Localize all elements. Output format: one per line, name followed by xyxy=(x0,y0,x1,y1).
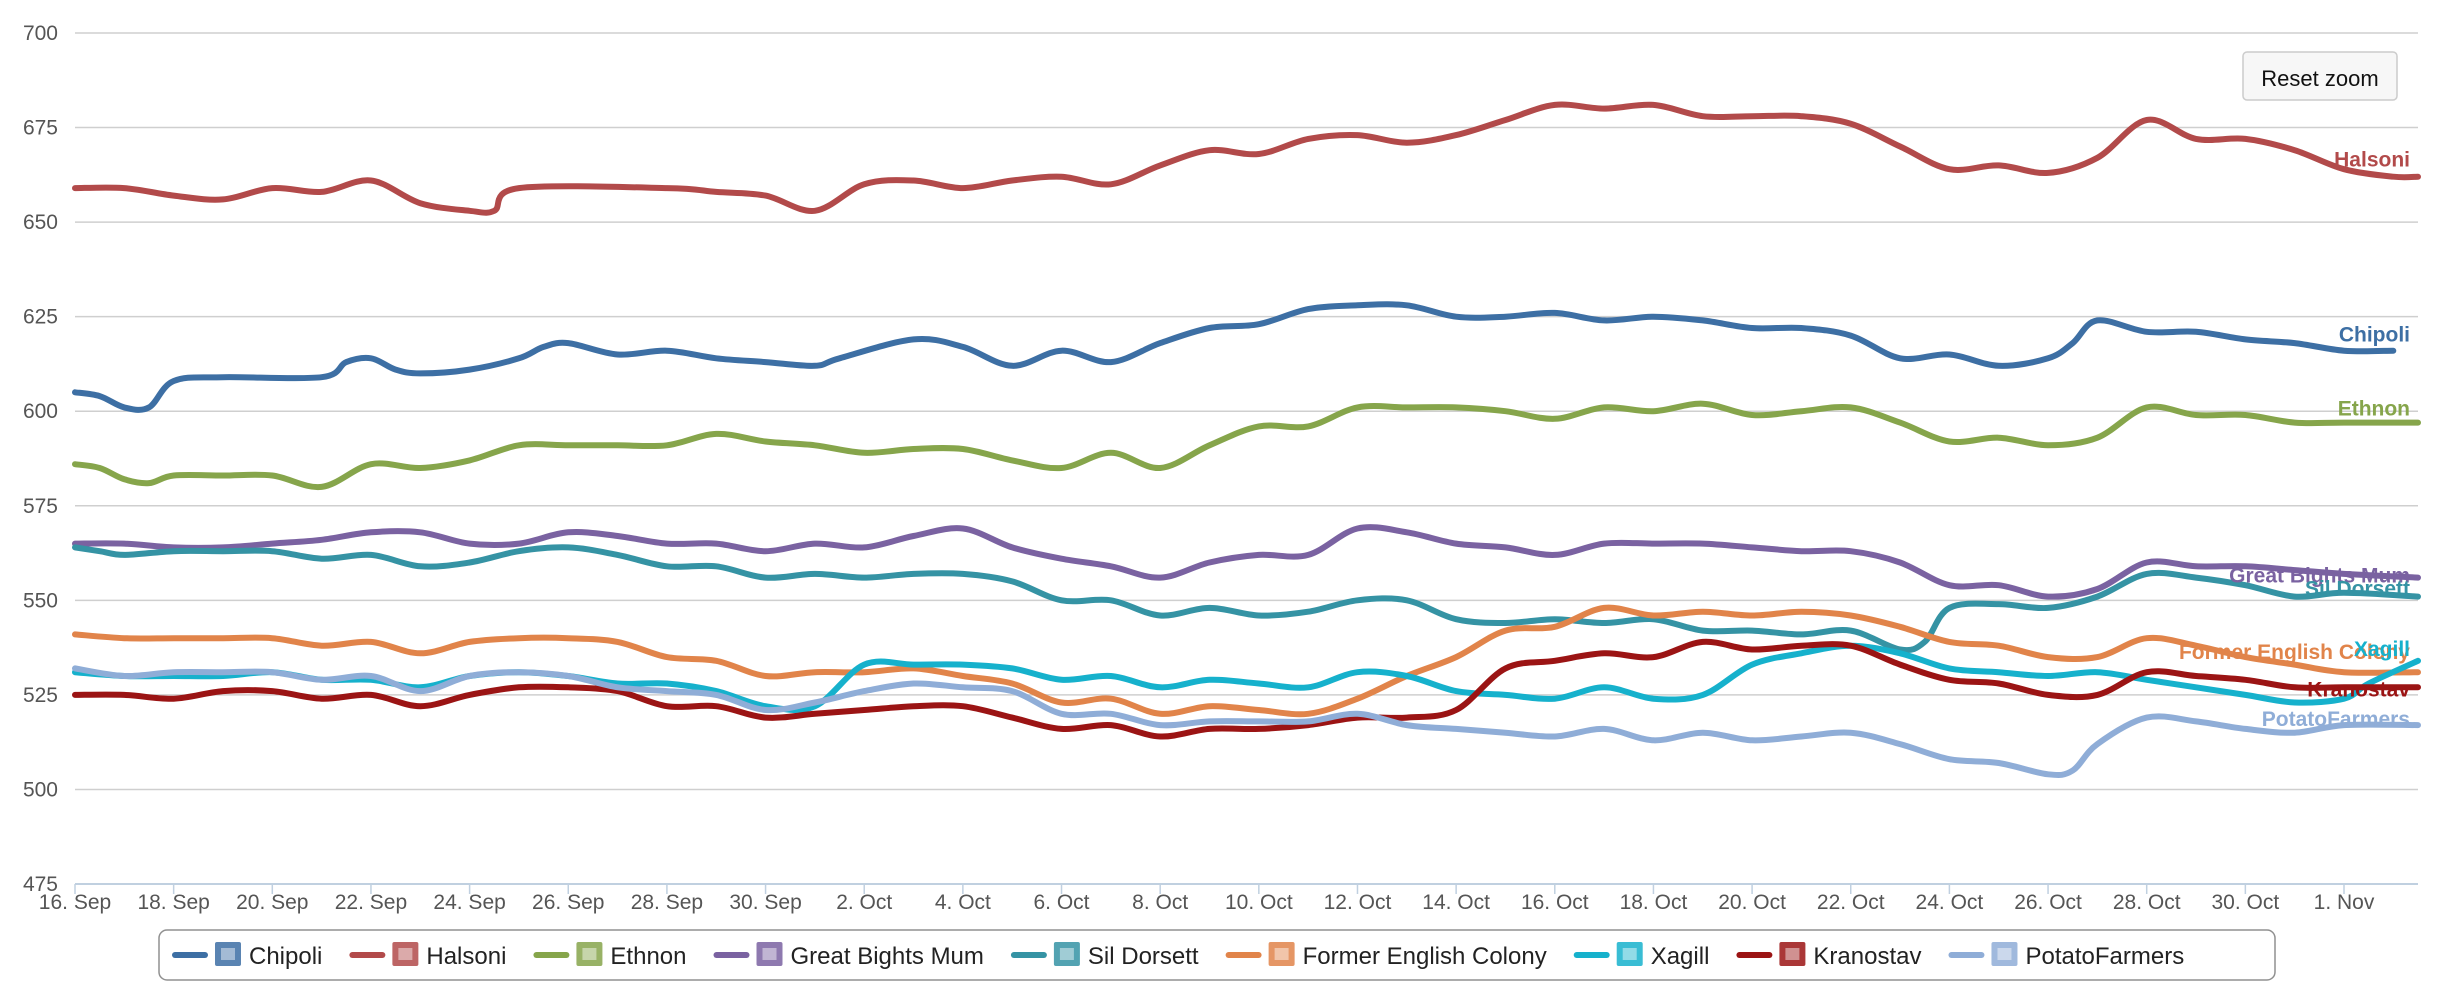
x-tick-label: 14. Oct xyxy=(1422,891,1490,914)
y-tick-label: 650 xyxy=(23,211,58,234)
x-tick-label: 12. Oct xyxy=(1324,891,1392,914)
reset-zoom-label: Reset zoom xyxy=(2261,66,2378,91)
x-tick-label: 26. Sep xyxy=(532,891,604,914)
legend-item-great-bights-mum[interactable]: Great Bights Mum xyxy=(713,942,984,970)
legend-item-kranostav[interactable]: Kranostav xyxy=(1736,942,1921,970)
legend-item-former-english-colony[interactable]: Former English Colony xyxy=(1225,942,1547,970)
end-label-kranostav: Kranostav xyxy=(2307,678,2410,701)
x-tick-label: 4. Oct xyxy=(935,891,991,914)
y-tick-label: 700 xyxy=(23,22,58,45)
x-tick-label: 22. Sep xyxy=(335,891,407,914)
series-lines xyxy=(72,101,2421,779)
legend-item-potatofarmers[interactable]: PotatoFarmers xyxy=(1948,942,2184,970)
x-axis: 16. Sep 18. Sep 20. Sep 22. Sep 24. Sep 26. S… xyxy=(39,883,2418,914)
x-tick-label: 6. Oct xyxy=(1034,891,1090,914)
legend-box xyxy=(158,929,2276,981)
end-label-chipoli: Chipoli xyxy=(2339,324,2410,347)
end-label-halsoni: Halsoni xyxy=(2334,149,2410,172)
x-tick-label: 30. Sep xyxy=(729,891,801,914)
series-line-sil-dorsett[interactable] xyxy=(72,544,2421,654)
series-line-halsoni[interactable] xyxy=(72,101,2421,216)
end-label-ethnon: Ethnon xyxy=(2338,398,2410,421)
end-label-former-english-colony: Former English Colony xyxy=(2179,641,2410,664)
x-tick-label: 22. Oct xyxy=(1817,891,1885,914)
series-line-chipoli[interactable] xyxy=(72,301,2397,413)
x-tick-label: 16. Oct xyxy=(1521,891,1589,914)
legend-item-sil-dorsett[interactable]: Sil Dorsett xyxy=(1010,942,1199,970)
x-tick-label: 24. Sep xyxy=(433,891,505,914)
x-tick-label: 10. Oct xyxy=(1225,891,1293,914)
x-tick-label: 24. Oct xyxy=(1916,891,1984,914)
great-bights-mum-flag-icon xyxy=(756,942,783,966)
y-axis: 475 500 525 550 575 600 625 650 675 700 xyxy=(23,22,58,896)
x-tick-label: 30. Oct xyxy=(2212,891,2280,914)
series-line-kranostav[interactable] xyxy=(72,638,2421,740)
x-tick-label: 2. Oct xyxy=(836,891,892,914)
legend-label: Ethnon xyxy=(610,943,686,970)
end-label-great-bights-mum: Great Bights Mum xyxy=(2229,565,2410,588)
x-tick-label: 20. Sep xyxy=(236,891,308,914)
x-tick-label: 16. Sep xyxy=(39,891,111,914)
x-tick-label: 26. Oct xyxy=(2014,891,2082,914)
y-tick-label: 600 xyxy=(23,400,58,423)
halsoni-flag-icon xyxy=(392,942,419,966)
legend-label: Great Bights Mum xyxy=(791,943,984,970)
x-tick-label: 18. Sep xyxy=(137,891,209,914)
former-english-colony-flag-icon xyxy=(1268,942,1295,966)
legend-item-chipoli[interactable]: Chipoli xyxy=(172,942,322,970)
y-tick-label: 575 xyxy=(23,495,58,518)
y-tick-label: 525 xyxy=(23,684,58,707)
legend-item-xagill[interactable]: Xagill xyxy=(1573,942,1710,970)
reset-zoom-button[interactable]: Reset zoom xyxy=(2242,51,2398,101)
y-tick-label: 625 xyxy=(23,306,58,329)
potatofarmers-flag-icon xyxy=(1991,942,2018,966)
y-tick-label: 475 xyxy=(23,873,58,896)
end-label-xagill: Xagill xyxy=(2354,638,2410,661)
series-end-labels: Chipoli Halsoni Ethnon Great Bights MumSil … xyxy=(2179,149,2410,731)
series-line-former-english-colony[interactable] xyxy=(72,604,2421,718)
x-tick-label: 1. Nov xyxy=(2314,891,2375,914)
ethnon-flag-icon xyxy=(576,942,603,966)
series-line-potatofarmers[interactable] xyxy=(72,665,2421,779)
kranostav-flag-icon xyxy=(1779,942,1806,966)
series-line-ethnon[interactable] xyxy=(72,400,2421,491)
legend-item-ethnon[interactable]: Ethnon xyxy=(533,942,687,970)
legend-label: Sil Dorsett xyxy=(1088,943,1199,970)
sil-dorsett-flag-icon xyxy=(1053,942,1080,966)
end-label-potatofarmers: PotatoFarmers xyxy=(2262,708,2410,731)
legend-label: Chipoli xyxy=(249,943,322,970)
legend-label: Former English Colony xyxy=(1303,943,1547,970)
legend-label: Xagill xyxy=(1651,943,1710,970)
x-tick-label: 28. Sep xyxy=(631,891,703,914)
xagill-flag-icon xyxy=(1616,942,1643,966)
y-tick-label: 550 xyxy=(23,589,58,612)
legend-label: PotatoFarmers xyxy=(2025,943,2184,970)
chipoli-flag-icon xyxy=(215,942,241,966)
x-tick-label: 8. Oct xyxy=(1132,891,1188,914)
x-tick-label: 28. Oct xyxy=(2113,891,2181,914)
legend-item-halsoni[interactable]: Halsoni xyxy=(349,942,506,970)
end-label-sil-dorsett: Sil Dorsett xyxy=(2305,578,2410,601)
x-tick-label: 18. Oct xyxy=(1620,891,1688,914)
y-tick-label: 500 xyxy=(23,778,58,801)
legend-label: Kranostav xyxy=(1813,943,1921,970)
x-tick-label: 20. Oct xyxy=(1718,891,1786,914)
y-tick-label: 675 xyxy=(23,117,58,140)
legend-label: Halsoni xyxy=(426,943,506,970)
series-line-great-bights-mum[interactable] xyxy=(72,524,2421,600)
legend: Chipoli Halsoni Ethnon Great Bights Mum Sil … xyxy=(158,929,2276,981)
